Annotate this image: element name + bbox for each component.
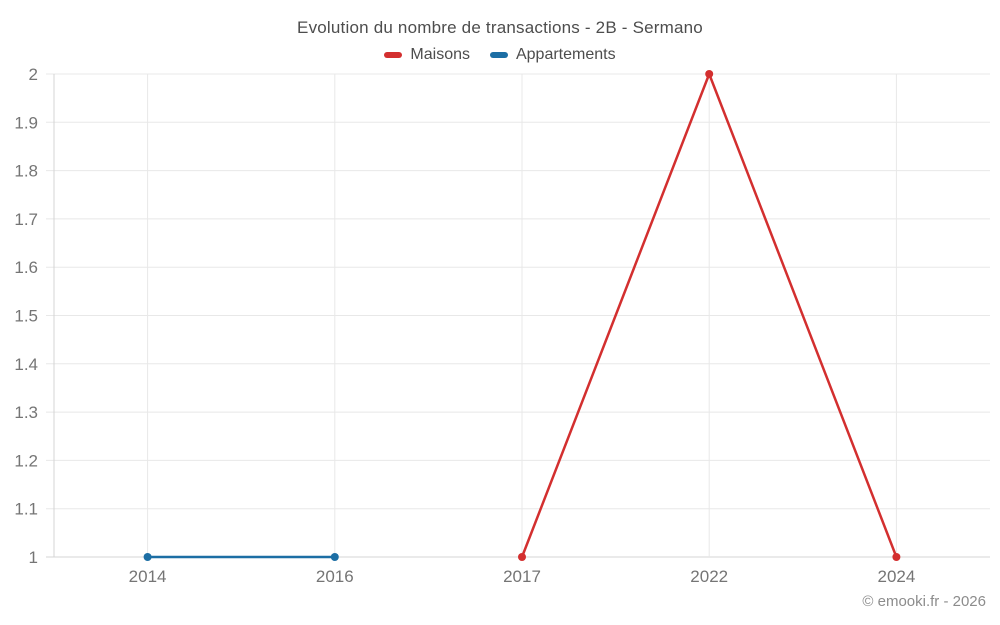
x-tick-label: 2016 — [316, 567, 354, 586]
legend-swatch-maisons-icon — [384, 52, 403, 58]
y-tick-label: 1.3 — [14, 403, 38, 422]
legend-label-maisons: Maisons — [410, 46, 470, 63]
chart-legend: Maisons Appartements — [0, 46, 1000, 64]
y-tick-label: 1.7 — [14, 210, 38, 229]
y-tick-label: 1.4 — [14, 355, 38, 374]
data-point-appartements[interactable] — [330, 553, 339, 561]
y-tick-label: 1.9 — [14, 113, 38, 132]
y-tick-label: 1.2 — [14, 451, 38, 470]
y-tick-label: 1.6 — [14, 258, 38, 277]
y-tick-label: 2 — [29, 65, 38, 84]
y-tick-label: 1.5 — [14, 307, 38, 326]
legend-label-appartements: Appartements — [515, 46, 616, 63]
legend-item-maisons[interactable]: Maisons — [384, 46, 470, 64]
y-tick-label: 1 — [29, 548, 38, 567]
legend-swatch-appartements-icon — [489, 52, 508, 58]
x-tick-label: 2022 — [690, 567, 728, 586]
x-tick-label: 2024 — [877, 567, 915, 586]
data-point-maisons[interactable] — [892, 553, 901, 561]
y-tick-label: 1.1 — [14, 500, 38, 519]
chart-title: Evolution du nombre de transactions - 2B… — [297, 18, 703, 37]
data-point-maisons[interactable] — [705, 70, 714, 78]
y-tick-label: 1.8 — [14, 162, 38, 181]
data-point-maisons[interactable] — [518, 553, 526, 561]
legend-item-appartements[interactable]: Appartements — [489, 46, 616, 64]
data-point-appartements[interactable] — [143, 553, 152, 561]
x-tick-label: 2014 — [129, 567, 167, 586]
x-tick-label: 2017 — [503, 567, 541, 586]
copyright-text: © emooki.fr - 2026 — [862, 593, 986, 610]
